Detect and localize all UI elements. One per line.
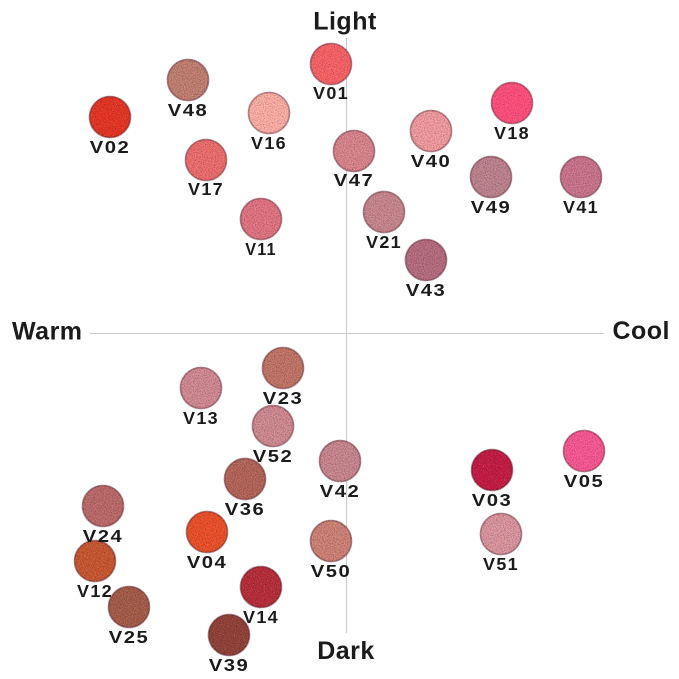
svg-text:V18: V18 — [494, 123, 530, 143]
svg-text:V05: V05 — [564, 471, 605, 491]
svg-text:V49: V49 — [471, 197, 512, 217]
svg-text:Cool: Cool — [612, 317, 670, 345]
svg-text:V47: V47 — [334, 170, 375, 190]
svg-text:V02: V02 — [90, 137, 131, 157]
svg-text:V40: V40 — [411, 151, 452, 171]
svg-text:V42: V42 — [320, 481, 361, 501]
svg-text:V13: V13 — [183, 408, 219, 428]
svg-text:V12: V12 — [77, 581, 113, 601]
svg-text:V17: V17 — [188, 179, 224, 199]
svg-text:V01: V01 — [313, 83, 349, 103]
svg-text:V48: V48 — [168, 100, 209, 120]
svg-text:Light: Light — [313, 8, 377, 36]
svg-text:Dark: Dark — [317, 637, 375, 665]
svg-text:V41: V41 — [563, 197, 599, 217]
svg-text:V24: V24 — [83, 526, 124, 546]
svg-text:V25: V25 — [109, 627, 150, 647]
svg-text:V14: V14 — [243, 607, 279, 627]
svg-text:V52: V52 — [253, 446, 294, 466]
svg-text:V51: V51 — [483, 554, 519, 574]
svg-text:V21: V21 — [366, 232, 402, 252]
svg-text:V03: V03 — [472, 490, 513, 510]
svg-text:V23: V23 — [263, 388, 304, 408]
svg-text:V43: V43 — [406, 280, 447, 300]
svg-text:V39: V39 — [209, 655, 250, 675]
svg-text:V36: V36 — [225, 499, 266, 519]
svg-text:V50: V50 — [311, 561, 352, 581]
svg-text:V11: V11 — [245, 239, 277, 259]
svg-text:V04: V04 — [187, 552, 228, 572]
svg-text:V16: V16 — [251, 133, 287, 153]
svg-text:Warm: Warm — [12, 318, 83, 346]
